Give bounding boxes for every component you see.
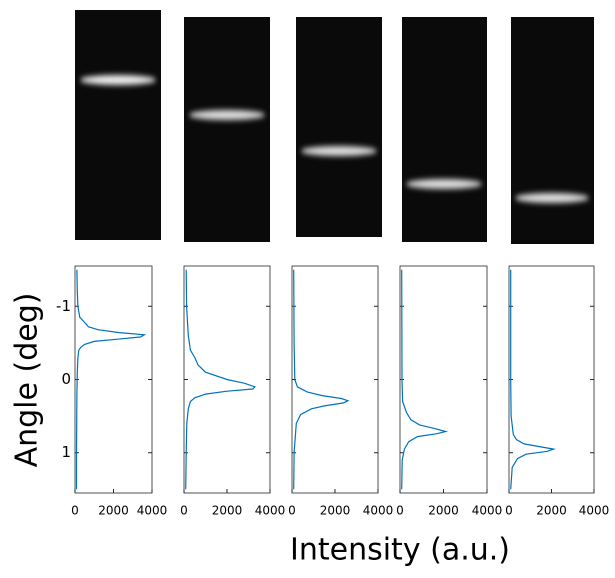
- x-tick-label: 2000: [212, 504, 243, 518]
- x-axis-label: Intensity (a.u.): [290, 533, 510, 568]
- x-tick-label: 2000: [428, 504, 459, 518]
- x-tick-label: 0: [288, 504, 296, 518]
- intensity-line: [401, 269, 449, 490]
- frame: [75, 10, 161, 240]
- beam: [406, 179, 482, 189]
- x-tick-label: 4000: [363, 504, 394, 518]
- x-tick-label: 0: [71, 504, 79, 518]
- y-tick-label: 0: [61, 370, 71, 388]
- x-tick-label: 4000: [472, 504, 503, 518]
- x-tick-label: 2000: [320, 504, 351, 518]
- x-tick-label: 2000: [98, 504, 129, 518]
- camera-frames: [75, 10, 594, 244]
- beam: [301, 146, 377, 156]
- x-tick-label: 0: [180, 504, 188, 518]
- frame: [402, 17, 487, 242]
- plot-frame: [291, 265, 379, 494]
- plot-frame: [508, 265, 595, 494]
- y-tick-label: -1: [56, 297, 71, 315]
- beam: [515, 193, 589, 203]
- intensity-line: [185, 269, 256, 490]
- intensity-line: [510, 269, 556, 490]
- x-tick-label: 4000: [579, 504, 610, 518]
- x-tick-label: 4000: [255, 504, 286, 518]
- intensity-line: [293, 269, 350, 490]
- frame: [511, 17, 594, 244]
- frame: [296, 17, 382, 237]
- x-tick-label: 0: [505, 504, 513, 518]
- intensity-line: [75, 269, 147, 490]
- beam: [189, 110, 265, 120]
- x-tick-label: 2000: [536, 504, 567, 518]
- y-tick-label: 1: [61, 443, 71, 461]
- beam: [80, 75, 156, 85]
- y-axis-label: Angle (deg): [10, 293, 45, 468]
- x-tick-label: 0: [396, 504, 404, 518]
- frame: [184, 17, 270, 242]
- x-tick-label: 4000: [137, 504, 168, 518]
- plot-frame: [74, 265, 153, 494]
- plot-frame: [399, 265, 488, 494]
